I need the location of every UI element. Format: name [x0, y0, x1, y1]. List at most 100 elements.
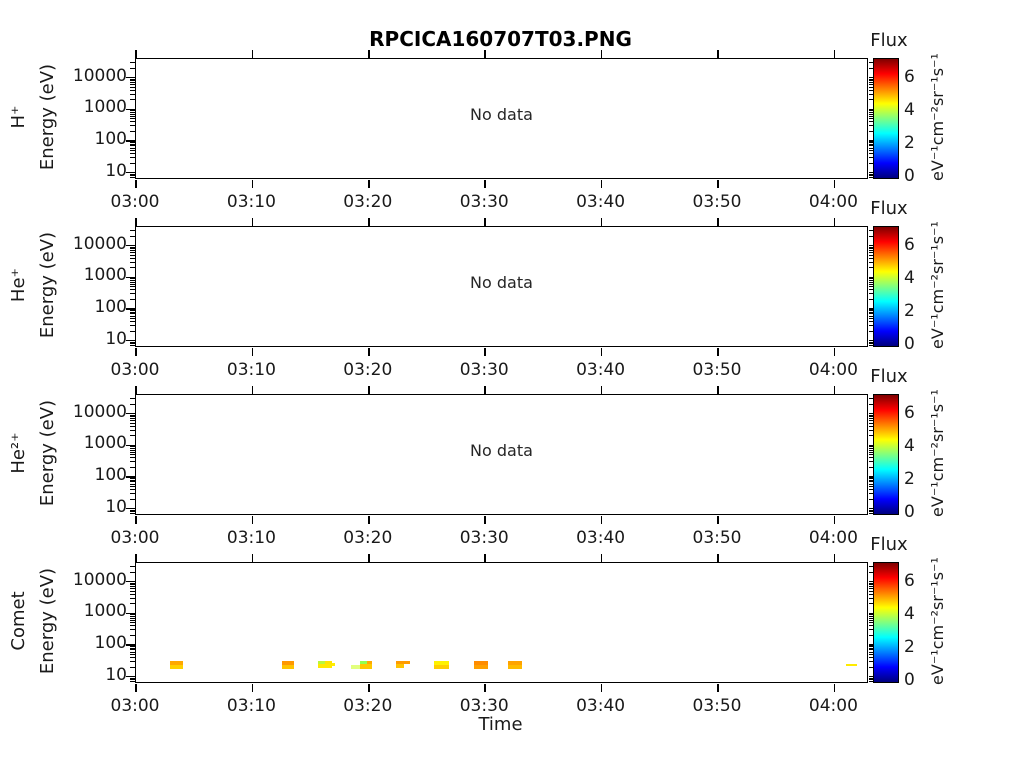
x-tick-label: 03:40: [576, 360, 626, 380]
colorbar-tick-label: 0: [904, 502, 915, 522]
y-tick-label: 10: [105, 664, 127, 685]
y-tick-label: 100: [94, 633, 127, 653]
y-minor-tick: [868, 622, 874, 624]
y-minor-tick: [868, 677, 874, 679]
y-minor-tick: [129, 86, 135, 88]
x-tick: [484, 515, 486, 524]
y-minor-tick: [129, 435, 135, 437]
x-tick: [135, 515, 137, 524]
x-tick: [484, 217, 486, 226]
x-tick-label: 03:40: [576, 192, 626, 212]
data-cell: [281, 664, 295, 669]
y-minor-tick: [129, 645, 135, 647]
y-minor-tick: [868, 454, 874, 456]
y-minor-tick: [129, 150, 135, 152]
y-minor-tick: [868, 111, 874, 113]
x-tick: [717, 49, 719, 58]
y-minor-tick: [868, 67, 874, 69]
x-tick: [135, 49, 137, 58]
x-tick-label: 04:00: [808, 696, 858, 716]
y-minor-tick: [129, 293, 135, 295]
y-minor-tick: [868, 513, 874, 515]
y-minor-tick: [868, 647, 874, 649]
y-minor-tick: [868, 586, 874, 588]
y-minor-tick: [868, 477, 874, 479]
y-minor-tick: [129, 153, 135, 155]
data-cell: [317, 664, 332, 668]
y-minor-tick: [129, 657, 135, 659]
x-tick: [484, 385, 486, 394]
x-tick: [717, 385, 719, 394]
x-tick-label: 03:30: [459, 696, 509, 716]
x-tick: [717, 217, 719, 226]
y-tick-label: 100: [94, 465, 127, 485]
data-cell: [846, 663, 857, 667]
y-minor-tick: [868, 420, 874, 422]
y-minor-tick: [129, 143, 135, 145]
x-tick: [600, 217, 603, 226]
y-minor-tick: [129, 414, 135, 416]
y-minor-tick: [129, 118, 135, 120]
y-minor-tick: [868, 162, 874, 164]
x-tick: [717, 683, 719, 692]
x-tick-label: 03:20: [343, 696, 393, 716]
y-minor-tick: [868, 593, 874, 595]
y-minor-tick: [129, 418, 135, 420]
y-minor-tick: [868, 498, 874, 500]
colorbar-tick-label: 4: [904, 603, 915, 624]
y-minor-tick: [129, 615, 135, 617]
y-minor-tick: [868, 343, 874, 345]
x-tick: [600, 515, 603, 524]
x-tick-label: 03:20: [343, 360, 393, 380]
y-minor-tick: [868, 113, 874, 115]
y-minor-tick: [129, 121, 135, 123]
y-minor-tick: [129, 629, 135, 631]
colorbar: [873, 562, 899, 683]
y-tick-label: 1000: [83, 265, 127, 286]
x-tick: [600, 553, 603, 562]
y-minor-tick: [129, 619, 135, 621]
y-minor-tick: [868, 261, 874, 263]
y-minor-tick: [129, 451, 135, 453]
y-tick: [125, 108, 135, 111]
x-tick: [251, 385, 254, 394]
y-minor-tick: [868, 321, 874, 323]
x-tick: [833, 515, 836, 524]
y-minor-tick: [129, 130, 135, 132]
y-minor-tick: [868, 565, 874, 567]
y-minor-tick: [129, 449, 135, 451]
x-tick: [600, 179, 603, 188]
x-tick-label: 03:30: [459, 360, 509, 380]
y-minor-tick: [868, 325, 874, 327]
plot-area: No data: [125, 385, 878, 524]
x-tick-label: 03:20: [343, 528, 393, 548]
y-minor-tick: [868, 451, 874, 453]
y-minor-tick: [129, 345, 135, 347]
y-minor-tick: [868, 509, 874, 511]
x-tick-label: 03:10: [226, 192, 276, 212]
x-tick: [484, 553, 486, 562]
y-minor-tick: [868, 130, 874, 132]
y-minor-tick: [868, 143, 874, 145]
y-minor-tick: [868, 615, 874, 617]
x-tick-label: 03:50: [692, 360, 742, 380]
y-minor-tick: [868, 110, 874, 112]
x-tick: [600, 385, 603, 394]
y-tick-label: 1000: [83, 97, 127, 118]
figure-title: RPCICA160707T03.PNG: [369, 27, 632, 51]
data-cell: [360, 664, 372, 669]
data-cell: [395, 660, 410, 665]
y-minor-tick: [129, 261, 135, 263]
x-tick-label: 03:20: [343, 192, 393, 212]
y-tick: [125, 308, 135, 310]
y-minor-tick: [129, 173, 135, 175]
data-cell: [281, 660, 295, 665]
y-minor-tick: [868, 629, 874, 631]
y-minor-tick: [129, 466, 135, 468]
y-minor-tick: [868, 422, 874, 424]
x-tick: [833, 217, 836, 226]
y-minor-tick: [868, 511, 874, 513]
y-minor-tick: [129, 252, 135, 254]
y-minor-tick: [868, 447, 874, 449]
no-data-text: No data: [470, 105, 533, 124]
